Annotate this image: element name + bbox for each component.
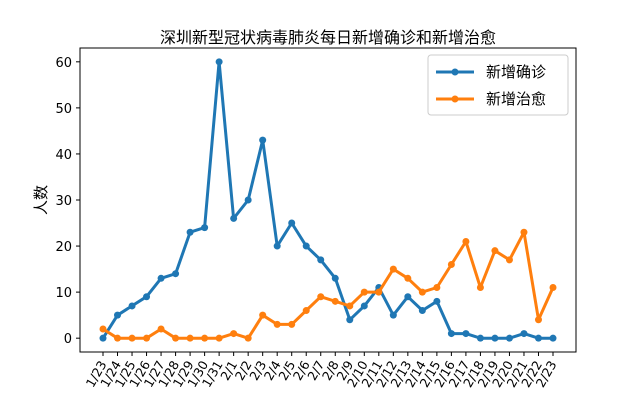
data-point-series-1 bbox=[215, 58, 223, 66]
data-point-series-2 bbox=[317, 293, 325, 301]
data-point-series-1 bbox=[114, 311, 122, 319]
data-point-series-1 bbox=[331, 274, 339, 282]
data-point-series-1 bbox=[273, 242, 281, 250]
data-point-series-1 bbox=[462, 330, 470, 338]
data-point-series-1 bbox=[505, 334, 513, 342]
legend-label-confirmed: 新增确诊 bbox=[486, 63, 546, 81]
data-point-series-1 bbox=[317, 256, 325, 264]
data-point-series-2 bbox=[389, 265, 397, 273]
data-point-series-2 bbox=[99, 325, 107, 333]
data-point-series-1 bbox=[186, 228, 194, 236]
data-point-series-2 bbox=[114, 334, 122, 342]
data-point-series-2 bbox=[230, 330, 238, 338]
legend: 新增确诊 新增治愈 bbox=[427, 54, 569, 116]
y-tick-label: 40 bbox=[55, 148, 72, 163]
series-line-2 bbox=[102, 230, 555, 340]
data-point-series-1 bbox=[447, 330, 455, 338]
data-point-series-2 bbox=[346, 302, 354, 310]
data-point-series-2 bbox=[273, 320, 281, 328]
data-point-series-2 bbox=[433, 284, 441, 292]
data-point-series-2 bbox=[157, 325, 165, 333]
legend-label-cured: 新增治愈 bbox=[486, 90, 546, 108]
series-layer bbox=[99, 58, 557, 342]
y-tick-label: 20 bbox=[55, 240, 72, 255]
y-tick-label: 60 bbox=[55, 56, 72, 71]
data-point-series-1 bbox=[389, 311, 397, 319]
data-point-series-2 bbox=[259, 311, 267, 319]
data-point-series-1 bbox=[259, 136, 267, 144]
data-point-series-1 bbox=[433, 297, 441, 305]
y-tick-label: 10 bbox=[55, 286, 72, 301]
data-point-series-1 bbox=[520, 330, 528, 338]
data-point-series-2 bbox=[244, 334, 252, 342]
data-point-series-2 bbox=[288, 320, 296, 328]
data-point-series-2 bbox=[172, 334, 180, 342]
data-point-series-1 bbox=[143, 293, 151, 301]
data-point-series-1 bbox=[360, 302, 368, 310]
y-tick-label: 0 bbox=[64, 332, 72, 347]
data-point-series-2 bbox=[491, 247, 499, 255]
data-point-series-1 bbox=[302, 242, 310, 250]
data-point-series-1 bbox=[288, 219, 296, 227]
y-tick-label: 30 bbox=[55, 194, 72, 209]
data-point-series-2 bbox=[360, 288, 368, 296]
data-point-series-1 bbox=[346, 316, 354, 324]
data-point-series-2 bbox=[505, 256, 513, 264]
data-point-series-1 bbox=[157, 274, 165, 282]
data-point-series-2 bbox=[418, 288, 426, 296]
x-axis-ticks: 1/231/241/251/261/271/281/291/301/312/12… bbox=[83, 352, 560, 390]
data-point-series-2 bbox=[331, 297, 339, 305]
legend-marker-confirmed bbox=[451, 68, 459, 76]
data-point-series-2 bbox=[404, 274, 412, 282]
data-point-series-2 bbox=[302, 307, 310, 315]
data-point-series-2 bbox=[476, 284, 484, 292]
data-point-series-2 bbox=[462, 237, 470, 245]
data-point-series-2 bbox=[534, 316, 542, 324]
data-point-series-2 bbox=[549, 284, 557, 292]
data-point-series-2 bbox=[186, 334, 194, 342]
legend-marker-cured bbox=[451, 95, 459, 103]
data-point-series-1 bbox=[534, 334, 542, 342]
y-axis-ticks: 0 10 20 30 40 50 60 bbox=[55, 56, 80, 347]
data-point-series-1 bbox=[491, 334, 499, 342]
data-point-series-2 bbox=[215, 334, 223, 342]
data-point-series-1 bbox=[404, 293, 412, 301]
data-point-series-1 bbox=[476, 334, 484, 342]
data-point-series-2 bbox=[375, 288, 383, 296]
data-point-series-1 bbox=[418, 307, 426, 315]
y-tick-label: 50 bbox=[55, 102, 72, 117]
data-point-series-1 bbox=[230, 214, 238, 222]
data-point-series-2 bbox=[201, 334, 209, 342]
y-axis-label: 人数 bbox=[32, 185, 50, 215]
data-point-series-2 bbox=[143, 334, 151, 342]
data-point-series-2 bbox=[447, 260, 455, 268]
data-point-series-1 bbox=[201, 224, 209, 232]
data-point-series-1 bbox=[128, 302, 136, 310]
data-point-series-1 bbox=[172, 270, 180, 278]
data-point-series-1 bbox=[99, 334, 107, 342]
data-point-series-2 bbox=[128, 334, 136, 342]
chart-title: 深圳新型冠状病毒肺炎每日新增确诊和新增治愈 bbox=[160, 28, 496, 47]
data-point-series-2 bbox=[520, 228, 528, 236]
data-point-series-1 bbox=[244, 196, 252, 204]
data-point-series-1 bbox=[549, 334, 557, 342]
